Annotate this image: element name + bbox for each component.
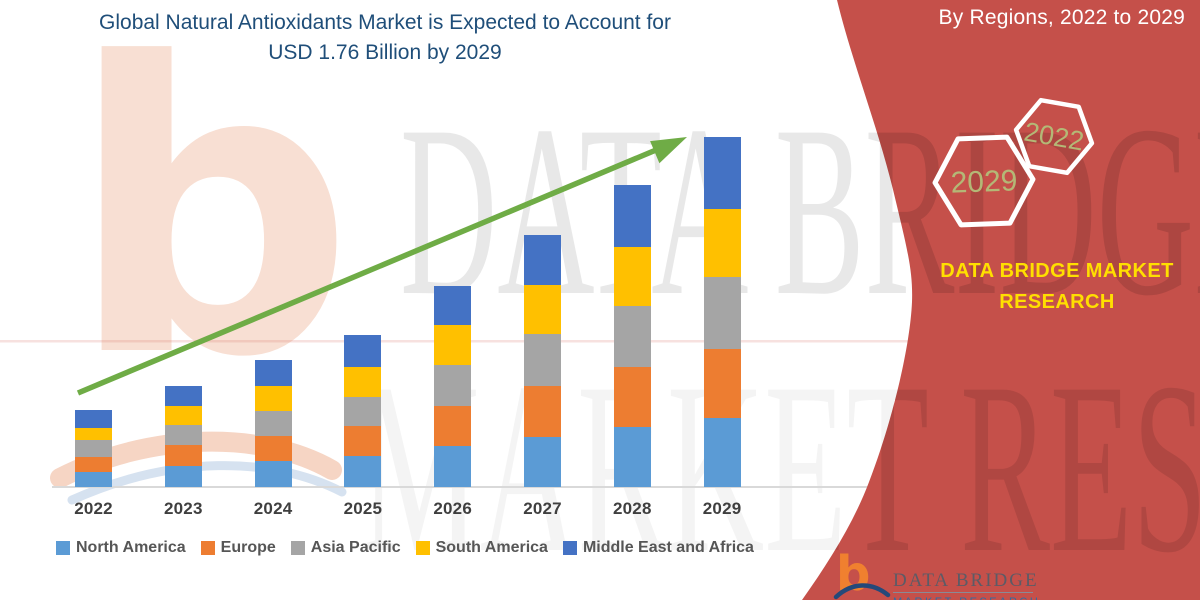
bar-segment-2024-asia-pacific xyxy=(254,411,292,436)
bar-segment-2022-south-america xyxy=(75,428,112,440)
bar-segment-2029-europe xyxy=(703,349,741,418)
bar-segment-2024-north-america xyxy=(254,461,292,487)
bar-segment-2025-asia-pacific xyxy=(344,397,382,426)
x-axis-label-2026: 2026 xyxy=(433,499,472,518)
bar-segment-2028-south-america xyxy=(613,247,651,306)
hexagon-badge-2022: 2022 xyxy=(1013,97,1095,176)
bar-segment-2028-north-america xyxy=(613,427,651,487)
stacked-bar-2023 xyxy=(164,386,202,487)
chart-legend: North America Europe Asia Pacific South Ame… xyxy=(56,539,754,557)
bar-segment-2025-europe xyxy=(344,426,382,456)
bar-segment-2022-asia-pacific xyxy=(75,440,112,457)
bar-segment-2029-middle-east-and-africa xyxy=(703,137,741,209)
bar-segment-2027-south-america xyxy=(524,285,561,334)
watermark-logo-b-icon: b xyxy=(68,0,354,445)
watermark-pink-line xyxy=(0,340,1200,343)
legend-label: North America xyxy=(76,539,186,556)
legend-item-asia-pacific: Asia Pacific xyxy=(290,539,401,557)
x-axis-label-2027: 2027 xyxy=(523,499,562,518)
legend-item-middle-east-and-africa: Middle East and Africa xyxy=(562,539,754,557)
bar-segment-2029-north-america xyxy=(703,418,741,487)
x-axis-label-2029: 2029 xyxy=(702,499,742,518)
chart-title-line2: USD 1.76 Billion by 2029 xyxy=(268,41,502,64)
legend-label: Europe xyxy=(220,539,276,556)
bar-segment-2023-asia-pacific xyxy=(164,425,202,445)
stacked-bar-2022 xyxy=(75,410,112,487)
panel-caption: By Regions, 2022 to 2029 xyxy=(938,6,1185,29)
bar-segment-2025-north-america xyxy=(344,456,382,487)
bar-segment-2022-north-america xyxy=(75,472,112,487)
bar-segment-2024-middle-east-and-africa xyxy=(254,360,292,386)
legend-marker-icon xyxy=(415,541,430,555)
legend-label: Middle East and Africa xyxy=(582,539,754,556)
legend-marker-icon xyxy=(200,541,215,555)
bar-segment-2026-middle-east-and-africa xyxy=(434,286,472,325)
bar-segment-2022-europe xyxy=(75,457,112,472)
bar-segment-2028-asia-pacific xyxy=(613,306,651,367)
bar-segment-2022-middle-east-and-africa xyxy=(75,410,112,428)
bar-segment-2023-europe xyxy=(164,445,202,466)
stacked-bar-2025 xyxy=(344,335,382,487)
chart-title: Global Natural Antioxidants Market is Ex… xyxy=(40,8,730,68)
legend-marker-icon xyxy=(290,541,305,555)
bar-segment-2028-middle-east-and-africa xyxy=(613,185,651,247)
red-panel-shape xyxy=(802,0,1200,600)
bar-segment-2027-middle-east-and-africa xyxy=(524,235,561,285)
bar-segment-2026-europe xyxy=(434,406,472,446)
bar-segment-2027-north-america xyxy=(524,437,561,487)
dbmr-logo: b DATA BRIDGE MARKET RESEARCH xyxy=(830,548,1190,600)
bar-segment-2028-europe xyxy=(613,367,651,427)
legend-item-europe: Europe xyxy=(200,539,276,557)
bar-segment-2024-europe xyxy=(254,436,292,461)
bar-segment-2029-asia-pacific xyxy=(703,277,741,349)
bar-segment-2023-north-america xyxy=(164,466,202,487)
stacked-bar-2024 xyxy=(254,360,292,487)
legend-marker-icon xyxy=(562,541,577,555)
bar-segment-2025-south-america xyxy=(344,367,382,397)
stacked-bar-2029 xyxy=(703,137,741,487)
legend-item-north-america: North America xyxy=(56,539,186,557)
bar-segment-2026-south-america xyxy=(434,325,472,365)
bar-segment-2026-north-america xyxy=(434,446,472,487)
x-axis-label-2023: 2023 xyxy=(163,499,203,518)
legend-marker-icon xyxy=(56,541,70,555)
bar-segment-2024-south-america xyxy=(254,386,292,411)
stacked-bar-2028 xyxy=(613,185,651,487)
bar-segment-2027-europe xyxy=(524,386,561,437)
x-axis-label-2022: 2022 xyxy=(74,499,113,518)
hexagon-2029-label: 2029 xyxy=(950,164,1018,199)
bar-segment-2023-south-america xyxy=(164,406,202,425)
x-axis-label-2025: 2025 xyxy=(343,499,383,518)
logo-subname: MARKET RESEARCH xyxy=(893,592,1038,600)
stacked-bar-2027 xyxy=(524,235,561,487)
bar-segment-2029-south-america xyxy=(703,209,741,277)
stacked-bar-2026 xyxy=(434,286,472,487)
x-axis-label-2024: 2024 xyxy=(253,499,293,518)
bar-segment-2026-asia-pacific xyxy=(434,365,472,406)
brand-line2: RESEARCH xyxy=(999,291,1115,313)
x-axis-label-2028: 2028 xyxy=(612,499,652,518)
brand-wordmark: DATA BRIDGE MARKET RESEARCH xyxy=(932,256,1182,318)
legend-item-south-america: South America xyxy=(415,539,548,557)
logo-swoosh-icon xyxy=(833,583,891,600)
legend-label: South America xyxy=(435,539,548,556)
bar-segment-2023-middle-east-and-africa xyxy=(164,386,202,406)
hexagon-badge-2029: 2029 xyxy=(932,134,1036,228)
x-axis-line xyxy=(52,486,908,488)
bar-segment-2025-middle-east-and-africa xyxy=(344,335,382,367)
logo-name: DATA BRIDGE xyxy=(893,570,1039,591)
brand-line1: DATA BRIDGE MARKET xyxy=(940,260,1174,282)
legend-label: Asia Pacific xyxy=(310,539,401,556)
bar-segment-2027-asia-pacific xyxy=(524,334,561,386)
chart-title-line1: Global Natural Antioxidants Market is Ex… xyxy=(99,11,671,34)
